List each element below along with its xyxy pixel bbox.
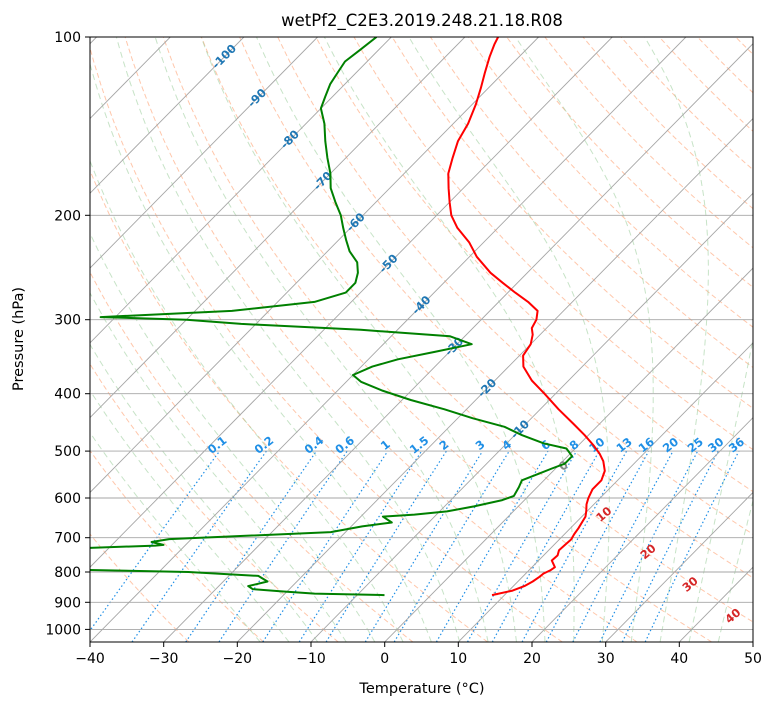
x-tick-label: −40 (75, 651, 105, 667)
x-axis-title: Temperature (°C) (358, 681, 484, 697)
plot-frame (89, 36, 754, 643)
mixing-ratio-line (364, 450, 484, 642)
moist-adiabat-line (90, 343, 319, 642)
mixing-ratio-line (298, 450, 423, 642)
x-axis: −40 −30 −20 −10 0 10 20 30 40 50 (75, 642, 762, 667)
dry-adiabat-line (162, 37, 712, 642)
dry-adiabat-line (90, 533, 190, 642)
y-tick-label: 500 (54, 444, 81, 460)
moist-adiabat-line (90, 291, 347, 642)
dry-adiabat-line (353, 37, 753, 451)
x-tick-label: 0 (380, 651, 389, 667)
y-tick-label: 1000 (45, 622, 81, 638)
y-axis-title: Pressure (hPa) (11, 287, 27, 391)
isotherm-line (236, 117, 753, 642)
mixing-ratio-line (325, 450, 447, 642)
isotherm-line (457, 342, 753, 642)
dry-adiabat-line (239, 37, 753, 579)
dry-adiabat-line (90, 363, 339, 642)
moist-adiabat-line (256, 37, 546, 642)
moist-adiabat-line (717, 498, 753, 642)
mixing-ratio-line (218, 450, 348, 642)
mixing-ratio-line (185, 450, 317, 642)
moist-adiabat-line (515, 37, 654, 642)
moist-adiabat-line (90, 389, 290, 642)
moist-adiabat-line (408, 37, 610, 642)
dry-adiabat-line (315, 37, 753, 493)
isotherm-line (90, 37, 245, 194)
dry-adiabat-line (468, 37, 753, 328)
mixing-ratio-line (599, 450, 699, 642)
mixing-ratio-line (393, 450, 510, 642)
moist-adiabat-line (90, 431, 261, 642)
moist-adiabat-line (115, 37, 461, 642)
isotherm-line (310, 192, 753, 642)
moist-adiabat-line (323, 37, 575, 642)
dry-adiabat-line (90, 271, 414, 642)
x-tick-label: −10 (296, 651, 326, 667)
plot-area: 0.1 0.2 0.4 0.6 1 1.5 2 3 4 6 8 10 13 16 20 25 30 36-100-… (90, 37, 753, 642)
moist-adiabats (90, 37, 753, 642)
isotherm-line (90, 37, 318, 269)
x-tick-label: 40 (670, 651, 688, 667)
dry-adiabat-line (391, 37, 753, 409)
moist-adiabat-line (644, 37, 709, 642)
x-tick-label: 30 (597, 651, 615, 667)
mixing-ratio-line (262, 450, 389, 642)
mixing-ratio-line (90, 450, 221, 632)
dry-adiabat-line (90, 46, 563, 642)
x-tick-label: 10 (449, 651, 467, 667)
mixing-ratio-lines (90, 450, 740, 642)
x-tick-label: 50 (744, 651, 762, 667)
mixing-ratio-line (644, 450, 740, 642)
isotherm-line (90, 37, 392, 344)
mixing-ratio-line (521, 450, 628, 642)
y-tick-label: 900 (54, 595, 81, 611)
moist-adiabat-line (90, 232, 376, 642)
mixing-ratio-line (621, 450, 719, 642)
y-tick-label: 200 (54, 208, 81, 224)
dry-adiabat-line (200, 37, 753, 623)
moist-adiabat-line (688, 336, 753, 642)
isotherm-line (90, 37, 687, 642)
moist-adiabat-line (90, 62, 432, 642)
y-tick-label: 100 (54, 30, 81, 46)
isotherm-line (384, 267, 753, 642)
moist-adiabat-line (154, 37, 489, 642)
y-axis: 100 200 300 400 500 600 700 800 900 1000 (45, 30, 90, 638)
chart-title: wetPf2_C2E3.2019.248.21.18.R08 (281, 11, 563, 31)
profiles (90, 37, 606, 597)
isotherm-line (90, 37, 466, 419)
y-tick-label: 800 (54, 565, 81, 581)
y-tick-label: 700 (54, 531, 81, 547)
isotherm-line (90, 37, 539, 494)
x-tick-label: −30 (149, 651, 179, 667)
x-tick-label: −20 (223, 651, 253, 667)
isobars (90, 37, 753, 630)
dewpoint-profile (90, 37, 574, 597)
mixing-ratio-line (545, 450, 650, 642)
isotherm-line (605, 491, 753, 642)
moist-adiabat-line (200, 37, 517, 642)
y-tick-label: 300 (54, 313, 81, 329)
x-tick-label: 20 (523, 651, 541, 667)
isotherm-line (90, 37, 613, 568)
y-tick-label: 400 (54, 387, 81, 403)
moist-adiabat-line (90, 159, 404, 642)
isotherm-line (531, 416, 753, 642)
y-tick-label: 600 (54, 491, 81, 507)
temperature-profile (447, 37, 606, 597)
isotherms (90, 37, 753, 642)
